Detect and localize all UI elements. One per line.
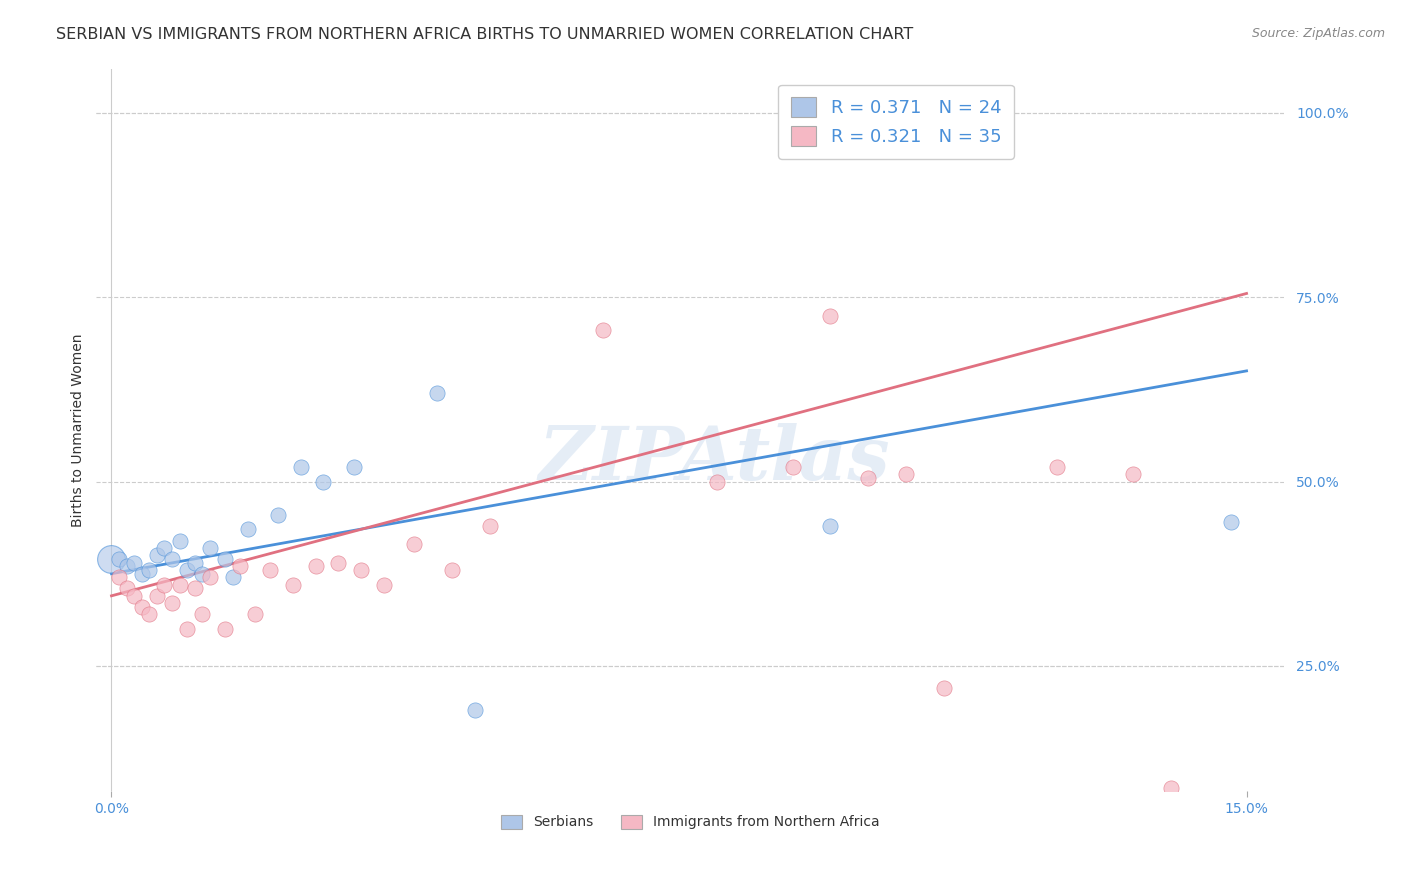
Point (146, 589, 169, 603)
Point (169, 578, 191, 592)
Point (183, 582, 205, 596)
Point (932, 681, 955, 695)
Point (153, 541, 176, 555)
Point (820, 309, 842, 323)
Point (350, 563, 373, 577)
Point (214, 552, 236, 566)
Point (138, 607, 160, 622)
Point (191, 607, 214, 622)
Point (198, 541, 221, 555)
Point (343, 459, 366, 474)
Point (404, 537, 426, 551)
Point (281, 578, 304, 592)
Point (856, 471, 879, 485)
Point (146, 548, 169, 562)
Point (312, 475, 335, 489)
Point (115, 582, 138, 596)
Text: ZIPAtlas: ZIPAtlas (538, 423, 890, 495)
Point (373, 578, 395, 592)
Point (820, 518, 842, 533)
Y-axis label: Births to Unmarried Women: Births to Unmarried Women (72, 333, 86, 526)
Point (176, 563, 198, 577)
Point (131, 599, 153, 614)
Point (221, 570, 243, 584)
Point (108, 552, 131, 566)
Point (183, 556, 205, 570)
Point (138, 563, 160, 577)
Point (100, 552, 122, 566)
Point (305, 559, 328, 574)
Point (1160, 780, 1182, 795)
Point (169, 533, 191, 548)
Point (290, 459, 312, 474)
Legend: Serbians, Immigrants from Northern Africa: Serbians, Immigrants from Northern Afric… (495, 809, 886, 835)
Point (592, 323, 614, 337)
Point (426, 386, 449, 401)
Point (214, 622, 236, 636)
Point (122, 589, 145, 603)
Point (160, 552, 183, 566)
Point (440, 563, 463, 577)
Point (153, 578, 176, 592)
Point (198, 570, 221, 584)
Point (115, 559, 138, 574)
Point (122, 556, 145, 570)
Point (229, 559, 252, 574)
Point (894, 467, 917, 482)
Text: Source: ZipAtlas.com: Source: ZipAtlas.com (1251, 27, 1385, 40)
Point (706, 475, 728, 489)
Point (267, 508, 290, 522)
Point (108, 570, 131, 584)
Point (1122, 467, 1144, 482)
Point (176, 622, 198, 636)
Point (236, 523, 259, 537)
Point (478, 518, 501, 533)
Point (245, 607, 267, 622)
Point (464, 703, 486, 717)
Point (160, 596, 183, 610)
Point (191, 566, 214, 581)
Text: SERBIAN VS IMMIGRANTS FROM NORTHERN AFRICA BIRTHS TO UNMARRIED WOMEN CORRELATION: SERBIAN VS IMMIGRANTS FROM NORTHERN AFRI… (56, 27, 914, 42)
Point (328, 556, 350, 570)
Point (1220, 515, 1243, 529)
Point (131, 566, 153, 581)
Point (259, 563, 281, 577)
Point (782, 459, 804, 474)
Point (1046, 459, 1069, 474)
